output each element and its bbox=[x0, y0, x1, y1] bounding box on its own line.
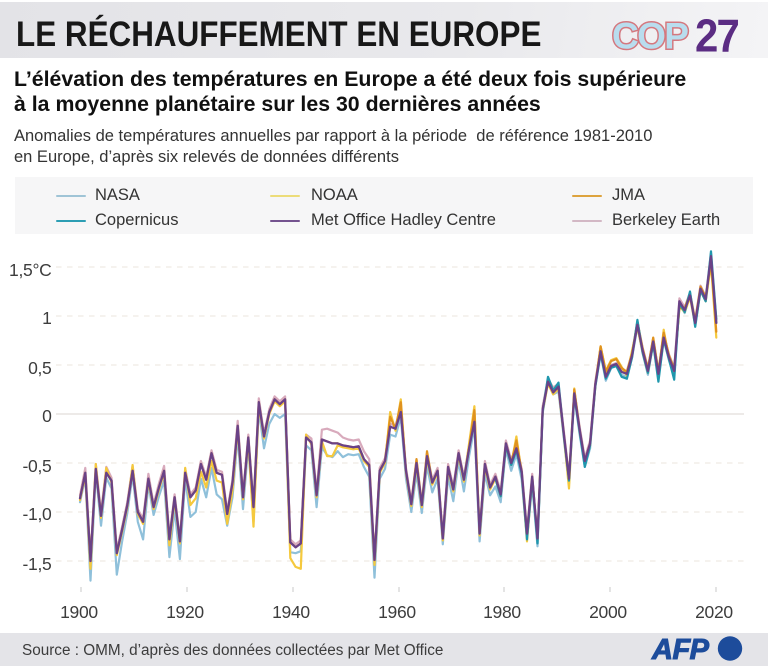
svg-text:1,5°C: 1,5°C bbox=[9, 260, 51, 280]
svg-text:1940: 1940 bbox=[272, 602, 310, 622]
svg-text:AFP: AFP bbox=[651, 634, 710, 666]
svg-text:-1,5: -1,5 bbox=[23, 554, 52, 574]
svg-text:2000: 2000 bbox=[589, 602, 627, 622]
svg-text:1900: 1900 bbox=[60, 602, 98, 622]
svg-text:-0,5: -0,5 bbox=[23, 456, 52, 476]
svg-text:1960: 1960 bbox=[378, 602, 416, 622]
svg-text:1980: 1980 bbox=[483, 602, 521, 622]
svg-text:0,5: 0,5 bbox=[28, 358, 51, 378]
svg-text:-1,0: -1,0 bbox=[23, 504, 53, 524]
svg-text:0: 0 bbox=[42, 406, 52, 426]
svg-text:2020: 2020 bbox=[695, 602, 733, 622]
svg-text:1920: 1920 bbox=[166, 602, 204, 622]
svg-text:27: 27 bbox=[695, 10, 738, 55]
svg-text:COP: COP bbox=[612, 16, 688, 55]
svg-text:1: 1 bbox=[42, 308, 51, 328]
